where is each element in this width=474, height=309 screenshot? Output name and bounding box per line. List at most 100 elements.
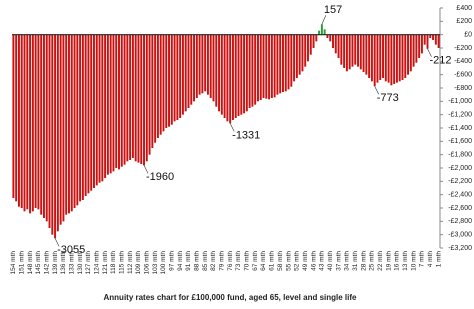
bar <box>126 34 129 162</box>
y-tick-label: -£1,600 <box>448 138 472 145</box>
bar <box>156 34 159 138</box>
x-tick-label: 13 mth <box>402 251 409 271</box>
bar <box>290 34 293 87</box>
bar <box>95 34 98 186</box>
bar <box>168 34 170 127</box>
bar <box>181 34 184 115</box>
y-tick-label: -£3,200 <box>448 245 472 252</box>
bar <box>437 34 440 48</box>
bar <box>273 34 276 98</box>
bar <box>284 34 287 92</box>
bar <box>359 34 362 70</box>
bar <box>20 34 23 208</box>
bar <box>184 34 187 112</box>
bar <box>248 34 251 108</box>
bar <box>173 34 176 122</box>
bar <box>17 34 20 207</box>
bar <box>418 34 421 58</box>
bar <box>190 34 193 105</box>
bar <box>151 34 154 148</box>
bar <box>229 34 232 124</box>
x-tick-label: 43 mth <box>319 251 326 271</box>
bar <box>393 34 396 84</box>
x-tick-label: 67 mth <box>252 251 259 271</box>
bar <box>212 34 215 102</box>
bar <box>148 34 151 155</box>
bar <box>131 34 134 158</box>
bar <box>298 34 301 75</box>
bar <box>412 34 415 67</box>
bar <box>42 34 45 218</box>
bar <box>70 34 73 212</box>
bar <box>315 34 318 42</box>
bar <box>429 34 432 38</box>
bar <box>201 34 204 94</box>
bar <box>279 34 282 94</box>
bar <box>354 34 357 65</box>
bar <box>404 34 407 78</box>
bar <box>62 34 65 222</box>
x-tick-label: 106 mth <box>144 251 151 275</box>
bar <box>282 34 284 92</box>
bar <box>209 34 212 98</box>
bar <box>268 34 271 100</box>
x-tick-label: 34 mth <box>344 251 351 271</box>
bar <box>187 34 190 108</box>
x-tick-label: 49 mth <box>302 251 309 271</box>
bar <box>337 34 340 58</box>
bar <box>434 34 437 45</box>
bar <box>304 34 307 67</box>
bar <box>231 34 234 120</box>
x-tick-label: 70 mth <box>244 251 251 271</box>
y-tick-label: £0 <box>464 32 472 39</box>
bar <box>220 34 223 115</box>
x-tick-label: 79 mth <box>219 251 226 271</box>
bar <box>159 34 162 135</box>
x-tick-label: 4 mth <box>427 251 434 268</box>
bar <box>145 34 148 162</box>
x-tick-label: 103 mth <box>152 251 159 275</box>
bar <box>165 34 168 128</box>
data-label: 157 <box>324 4 342 16</box>
y-tick-label: -£2,000 <box>448 165 472 172</box>
y-tick-label: -£1,400 <box>448 125 472 132</box>
x-tick-label: 37 mth <box>335 251 342 271</box>
x-tick-label: 97 mth <box>169 251 176 271</box>
x-tick-label: 61 mth <box>269 251 276 271</box>
x-tick-label: 55 mth <box>285 251 292 271</box>
data-label: -212 <box>429 55 451 67</box>
bar <box>320 24 323 35</box>
bar <box>318 30 321 35</box>
label-leader <box>143 165 149 174</box>
x-tick-label: 151 mth <box>18 251 25 275</box>
bar <box>420 34 423 54</box>
x-tick-label: 124 mth <box>93 251 100 275</box>
bar <box>251 34 254 107</box>
bar <box>109 34 112 174</box>
x-tick-label: 121 mth <box>102 251 109 275</box>
x-tick-label: 58 mth <box>277 251 284 271</box>
bar <box>287 34 290 90</box>
bar <box>301 34 304 72</box>
x-tick-label: 154 mth <box>10 251 17 275</box>
bar <box>365 34 368 75</box>
label-leader <box>229 123 235 132</box>
y-tick-label: -£1,200 <box>448 112 472 119</box>
y-tick-label: £400 <box>456 5 472 12</box>
y-tick-label: -£2,800 <box>448 218 472 225</box>
label-leader <box>427 48 432 57</box>
bar <box>382 34 384 78</box>
bar <box>143 34 145 166</box>
data-label: -3055 <box>57 244 85 256</box>
x-tick-label: 28 mth <box>360 251 367 271</box>
x-tick-label: 112 mth <box>127 251 134 274</box>
bar <box>90 34 93 191</box>
bar <box>40 34 43 215</box>
data-label: -1331 <box>232 129 260 141</box>
data-label: -773 <box>377 92 399 104</box>
y-tick-label: -£400 <box>454 58 472 65</box>
label-leader <box>374 86 379 95</box>
bar <box>179 34 182 118</box>
bar <box>398 34 401 82</box>
